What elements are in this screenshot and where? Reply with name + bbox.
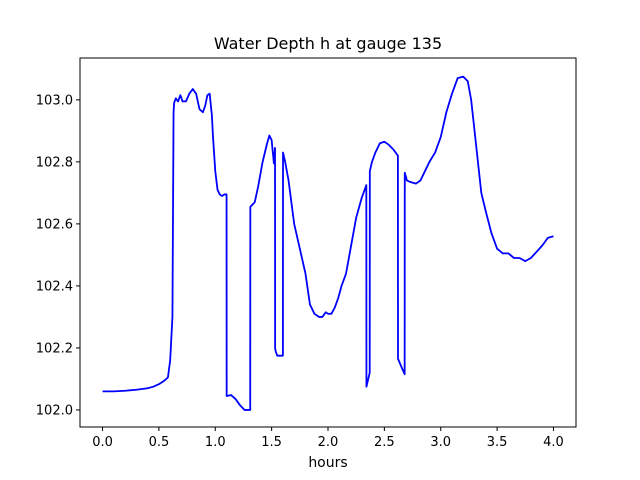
y-tick-label: 102.4 [36, 279, 73, 294]
x-tick-label: 1.0 [205, 435, 226, 450]
x-axis: 0.0 0.5 1.0 1.5 2.0 2.5 3.0 3.5 4.0 [92, 427, 564, 450]
plot-area [102, 75, 554, 411]
x-tick-label: 0.5 [149, 435, 170, 450]
x-tick-label: 2.5 [374, 435, 395, 450]
y-tick-label: 103.0 [36, 93, 73, 108]
y-tick-label: 102.8 [36, 155, 73, 170]
x-tick-label: 1.5 [261, 435, 282, 450]
y-tick-label: 102.2 [36, 341, 73, 356]
y-axis: 102.0 102.2 102.4 102.6 102.8 103.0 [36, 93, 80, 418]
x-tick-label: 4.0 [543, 435, 564, 450]
chart-title: Water Depth h at gauge 135 [214, 34, 442, 53]
y-tick-label: 102.0 [36, 403, 73, 418]
series-line-0 [102, 75, 554, 411]
x-tick-label: 0.0 [92, 435, 113, 450]
x-axis-label: hours [308, 455, 347, 471]
x-tick-label: 3.5 [487, 435, 508, 450]
x-tick-label: 2.0 [318, 435, 339, 450]
axes-frame [79, 57, 577, 428]
y-tick-label: 102.6 [36, 217, 73, 232]
x-tick-label: 3.0 [430, 435, 451, 450]
